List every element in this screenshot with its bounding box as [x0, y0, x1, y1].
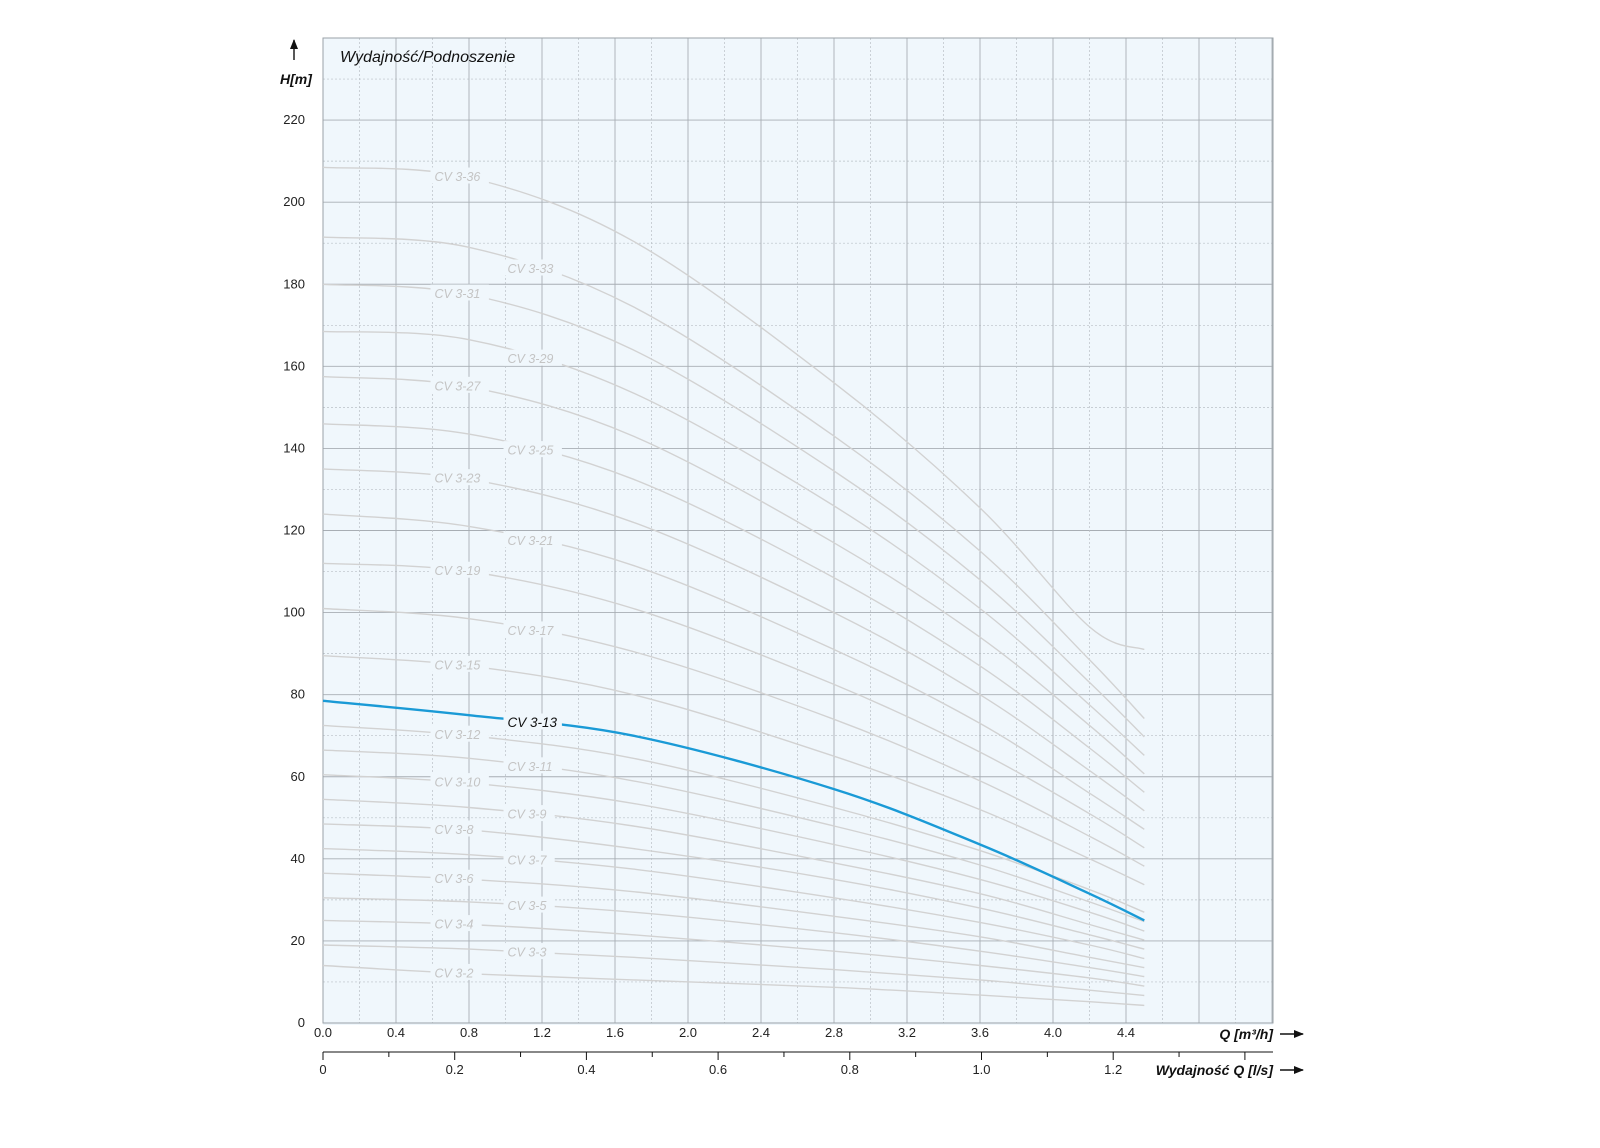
curve-label-bg	[430, 725, 489, 742]
curve-label-bg	[430, 773, 489, 790]
curve-label-bg	[503, 943, 555, 960]
x2-tick-label: 0.6	[709, 1062, 727, 1077]
x-tick-label: 3.6	[971, 1025, 989, 1040]
x-tick-label: 0.4	[387, 1025, 405, 1040]
curve-label-bg	[430, 561, 489, 578]
curve-label-cv-3-25: CV 3-25	[508, 444, 554, 458]
curve-label-bg	[430, 469, 489, 486]
curve-label-bg	[503, 259, 562, 276]
curve-label-bg	[503, 621, 562, 638]
x2-tick-label: 0.2	[446, 1062, 464, 1077]
x2-tick-label: 1.0	[972, 1062, 990, 1077]
curve-label-bg	[503, 713, 562, 730]
y-tick-label: 0	[298, 1015, 305, 1030]
curve-label-bg	[503, 896, 555, 913]
curve-label-cv-3-4: CV 3-4	[435, 918, 474, 932]
chart-title: Wydajność/Podnoszenie	[340, 49, 515, 66]
curve-cv-3-13	[322, 699, 1145, 922]
curve-cv-3-29	[322, 330, 1145, 756]
curve-label-bg	[430, 655, 489, 672]
curve-cv-3-3	[322, 944, 1145, 997]
curve-label-cv-3-15: CV 3-15	[435, 658, 481, 672]
x-tick-label: 2.8	[825, 1025, 843, 1040]
curve-label-cv-3-17: CV 3-17	[508, 624, 555, 638]
y-tick-label: 80	[291, 687, 305, 702]
curve-label-bg	[503, 757, 562, 774]
curve-label-cv-3-12: CV 3-12	[435, 728, 481, 742]
curve-cv-3-5	[322, 897, 1145, 978]
curve-label-bg	[503, 805, 555, 822]
plot-frame	[322, 37, 1274, 1024]
curve-label-cv-3-8: CV 3-8	[435, 823, 474, 837]
y-tick-label: 220	[283, 112, 305, 127]
curve-cv-3-33	[322, 236, 1145, 719]
curve-label-bg	[503, 531, 562, 548]
curve-cv-3-11	[322, 749, 1145, 923]
curve-label-cv-3-11: CV 3-11	[508, 760, 553, 774]
curve-label-bg	[430, 376, 489, 393]
curve-label-cv-3-9: CV 3-9	[508, 808, 547, 822]
curve-cv-3-9	[322, 798, 1145, 941]
curve-label-cv-3-5: CV 3-5	[508, 899, 547, 913]
curve-label-cv-3-2: CV 3-2	[435, 966, 474, 980]
x-tick-label: 0.0	[314, 1025, 332, 1040]
curve-label-bg	[503, 349, 562, 366]
curve-label-cv-3-3: CV 3-3	[508, 946, 547, 960]
x-axis-label: Q [m³/h]	[1219, 1026, 1274, 1042]
x-tick-label: 1.2	[533, 1025, 551, 1040]
curve-cv-3-7	[322, 847, 1145, 960]
y-tick-label: 140	[283, 440, 305, 455]
y-tick-label: 120	[283, 523, 305, 538]
curve-label-bg	[503, 850, 555, 867]
axes: 0 20 40 60 80 100 120 140 160 180 200 220 0.0 0.4 0.8 1…	[283, 39, 1304, 1077]
y-tick-label: 60	[291, 769, 305, 784]
curve-cv-3-17	[322, 607, 1145, 867]
x2-tick-label: 0	[319, 1062, 326, 1077]
curve-label-cv-3-27: CV 3-27	[435, 379, 482, 393]
curve-label-bg	[430, 915, 482, 932]
x2-tick-label: 0.8	[841, 1062, 859, 1077]
curve-label-cv-3-21: CV 3-21	[508, 534, 554, 548]
curve-label-cv-3-10: CV 3-10	[435, 776, 481, 790]
y-tick-label: 100	[283, 605, 305, 620]
curve-label-bg	[430, 820, 482, 837]
curve-label-bg	[430, 963, 482, 980]
x-tick-label: 2.4	[752, 1025, 770, 1040]
x-tick-label: 4.0	[1044, 1025, 1062, 1040]
curve-cv-3-25	[322, 423, 1145, 793]
curve-label-cv-3-13: CV 3-13	[508, 715, 558, 730]
x2-tick-label: 1.2	[1104, 1062, 1122, 1077]
curve-label-cv-3-33: CV 3-33	[508, 262, 554, 276]
x2-tick-label: 0.4	[577, 1062, 595, 1077]
curve-label-cv-3-36: CV 3-36	[435, 170, 481, 184]
curve-label-cv-3-31: CV 3-31	[435, 287, 481, 301]
x2-axis-label: Wydajność Q [l/s]	[1156, 1062, 1275, 1078]
y-tick-label: 200	[283, 194, 305, 209]
x-tick-label: 0.8	[460, 1025, 478, 1040]
curve-label-bg	[503, 441, 562, 458]
curve-label-cv-3-23: CV 3-23	[435, 472, 481, 486]
curve-label-bg	[430, 284, 489, 301]
x-tick-label: 1.6	[606, 1025, 624, 1040]
curve-label-bg	[430, 167, 489, 184]
x-tick-label: 2.0	[679, 1025, 697, 1040]
y-tick-label: 180	[283, 276, 305, 291]
curve-label-cv-3-19: CV 3-19	[435, 564, 481, 578]
x-tick-label: 4.4	[1117, 1025, 1135, 1040]
y-axis-label: H[m]	[280, 71, 313, 87]
x-tick-label: 3.2	[898, 1025, 916, 1040]
curve-label-cv-3-7: CV 3-7	[508, 853, 548, 867]
curve-label-cv-3-6: CV 3-6	[435, 872, 474, 886]
curve-labels: CV 3-2 CV 3-3 CV 3-4 CV 3-5 CV 3-6 CV 3-7 CV 3…	[430, 167, 562, 980]
y-tick-label: 20	[291, 933, 305, 948]
y-tick-label: 160	[283, 358, 305, 373]
curve-label-bg	[430, 869, 482, 886]
curve-label-cv-3-29: CV 3-29	[508, 352, 554, 366]
y-tick-label: 40	[291, 851, 305, 866]
curve-cv-3-21	[322, 513, 1145, 830]
